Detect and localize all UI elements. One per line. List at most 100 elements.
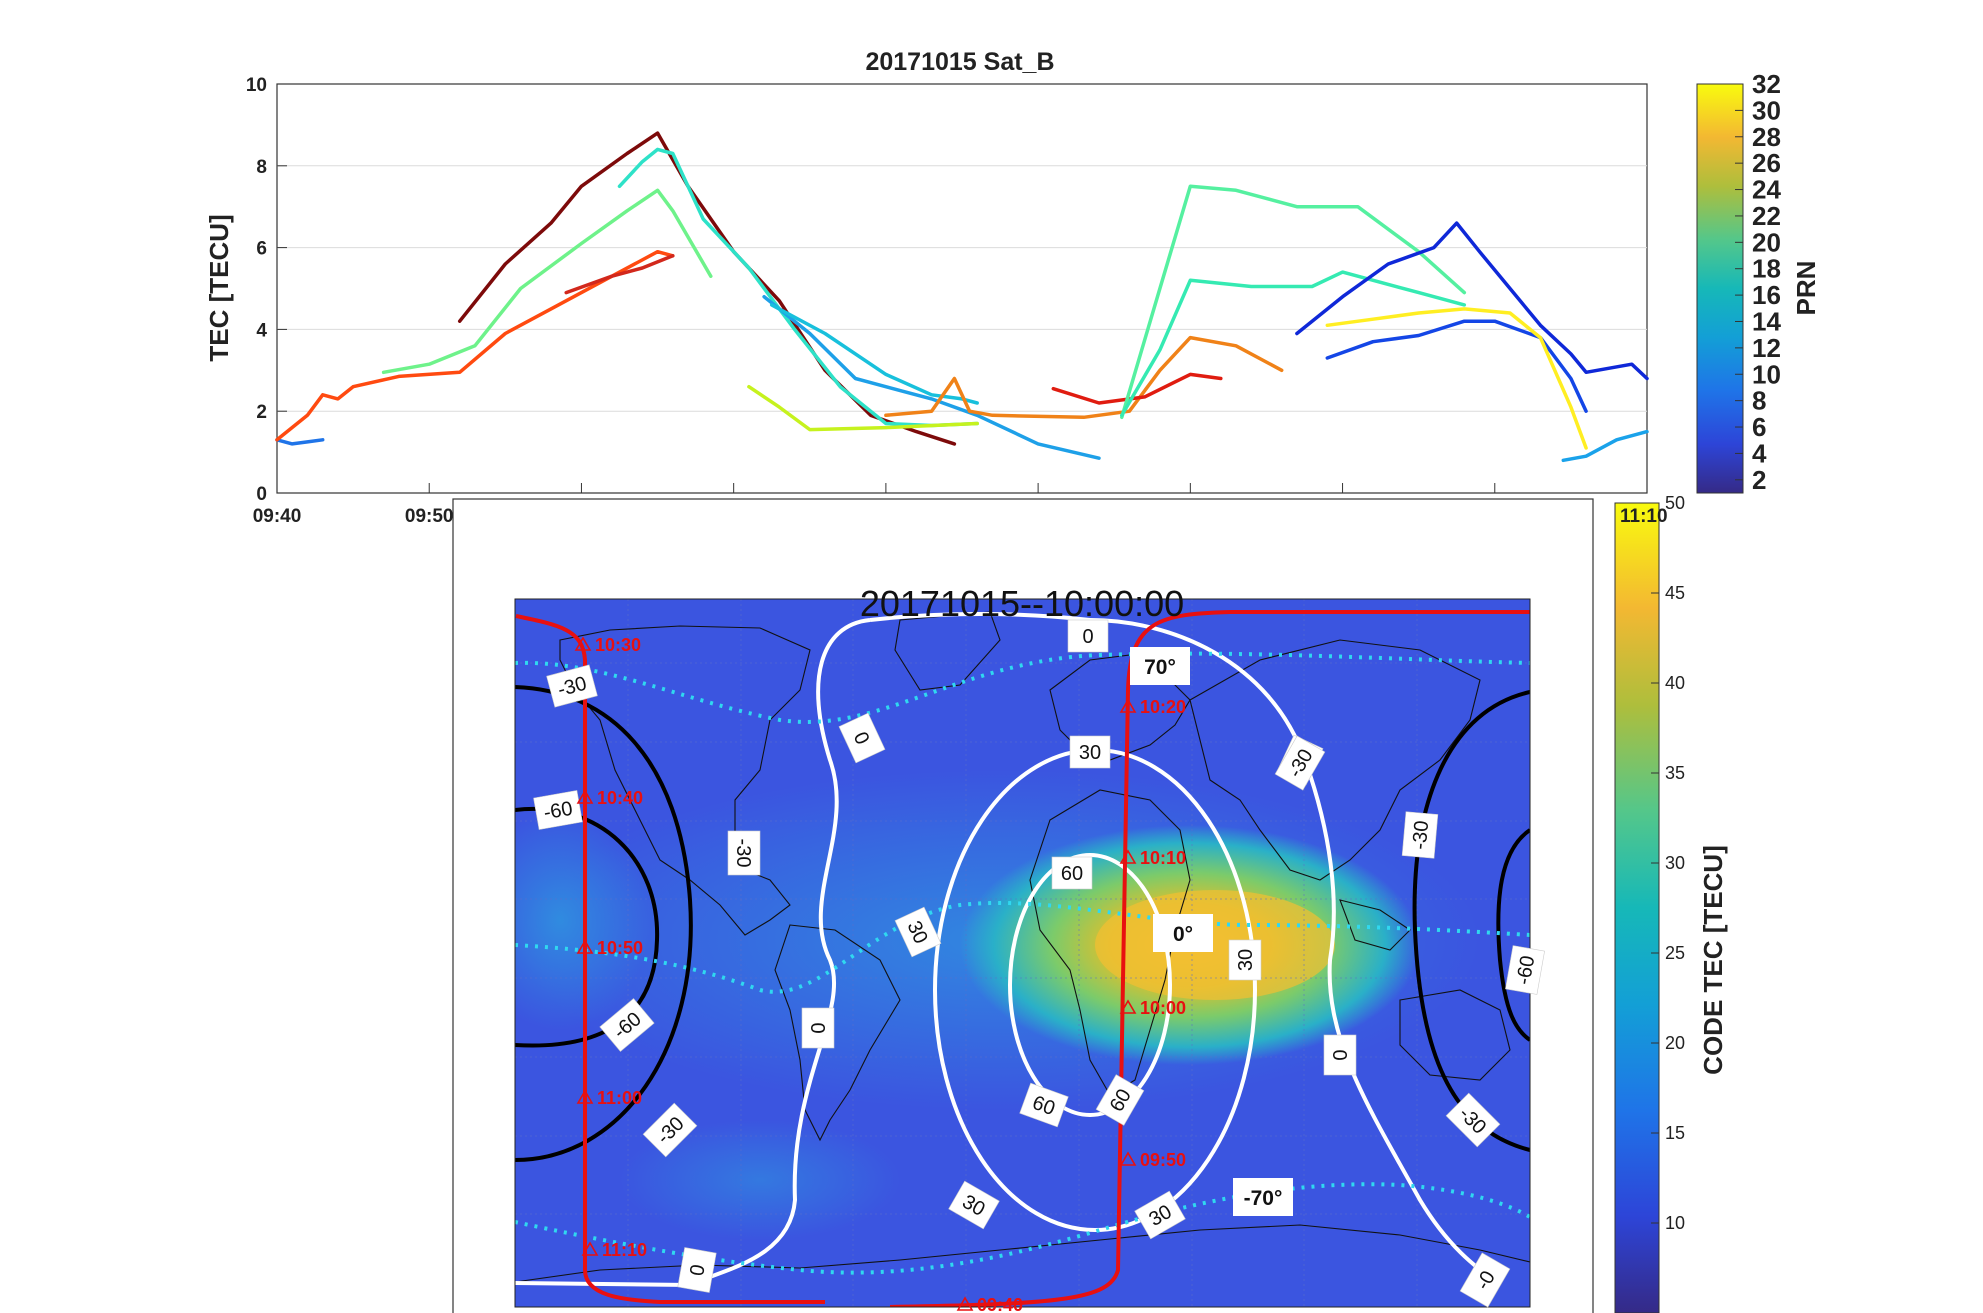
contour-label-white: 0	[677, 1247, 717, 1293]
tec-tick-label: 25	[1665, 943, 1685, 963]
prn-tick-label: 2	[1752, 465, 1766, 495]
ground-track-marker	[576, 939, 594, 954]
prn-tick-label: 20	[1752, 227, 1781, 257]
contour-label-black-box	[1401, 811, 1439, 859]
tec-tick-label: 50	[1665, 493, 1685, 513]
prn-tick-label: 24	[1752, 175, 1781, 205]
contour-label-white-box	[1095, 1074, 1145, 1126]
coastline-southeast-asia	[1339, 899, 1411, 951]
ground-track-time-label: 10:20	[1140, 697, 1186, 717]
contour-label-black: -60	[533, 790, 583, 830]
coastline-australia	[1399, 989, 1511, 1081]
y-tick-label: 2	[256, 402, 267, 423]
contour-label-white-text: 30	[1235, 949, 1257, 971]
series-line-prn-26	[884, 335, 1284, 420]
tec-tick-label: 15	[1665, 1123, 1685, 1143]
series-line-prn-28	[275, 249, 675, 442]
y-tick-labels: 0 2 4 6 8 10	[246, 75, 268, 505]
y-tick-label: 10	[246, 75, 267, 96]
series-group	[275, 131, 1649, 463]
mag-lat-label: 70°	[1130, 647, 1190, 685]
contour-label-white: 60	[1019, 1082, 1069, 1128]
contour-label-white-box	[1051, 856, 1093, 890]
series-line-prn-6	[1325, 319, 1588, 413]
mag-lat-label-box	[1233, 1178, 1293, 1216]
prn-tick-label: 10	[1752, 359, 1781, 389]
contour-label-black-box	[642, 1102, 698, 1158]
coastline-asia	[1189, 639, 1481, 881]
series-line-prn-18	[1120, 270, 1467, 418]
y-tick-label: 4	[256, 320, 267, 341]
contour-label-black: -30	[546, 664, 598, 708]
prn-tick-label: 8	[1752, 386, 1766, 416]
ground-track-marker	[1119, 999, 1137, 1014]
prn-tick-label: 32	[1752, 69, 1781, 99]
prn-tick-label: 12	[1752, 333, 1781, 363]
ground-track-time-label: 10:40	[597, 788, 643, 808]
chart-title: 20171015 Sat_B	[865, 48, 1054, 76]
coastline-north-america	[559, 625, 811, 936]
contour-label-white: 60	[1051, 856, 1093, 890]
contour-label-black-box	[727, 830, 761, 876]
coastline-greenland	[894, 611, 1001, 691]
tec-west-patch	[515, 810, 650, 1030]
satellite-ground-track	[515, 610, 1530, 1307]
contour-label-black: -60	[1505, 945, 1545, 995]
series-line-prn-8	[275, 438, 325, 446]
contour-label-black-box	[1505, 945, 1545, 995]
series-line-prn-19	[1120, 184, 1467, 420]
prn-tick-label: 26	[1752, 148, 1781, 178]
contour-label-white: 30	[1069, 735, 1111, 769]
contour-label-white-box	[1019, 1082, 1069, 1128]
series-line-prn-21	[381, 188, 713, 375]
contour-label-black-text: -60	[542, 798, 574, 825]
contour-label-black-box	[533, 790, 583, 830]
ground-track-marker	[956, 1296, 974, 1311]
ground-track-time-label: 10:10	[1140, 848, 1186, 868]
ground-track-time-label: 09:40	[977, 1295, 1023, 1313]
contour-60	[1008, 853, 1172, 1117]
contour-label-black-box	[1459, 1252, 1511, 1308]
prn-tick-label: 22	[1752, 201, 1781, 231]
contour-label-black-box	[546, 664, 598, 708]
prn-tick-label: 18	[1752, 254, 1781, 284]
ground-track-time-label: 11:10	[602, 1240, 647, 1260]
contour-label-white-box	[948, 1180, 1000, 1230]
tec-tick-label: 40	[1665, 673, 1685, 693]
magnetic-latitude-labels: 70° 0° -70°	[1130, 647, 1293, 1216]
ground-track-marker	[574, 636, 592, 651]
contour-label-white: 0	[838, 712, 886, 764]
prn-tick-label: 28	[1752, 122, 1781, 152]
contour-label-white-box	[1323, 1034, 1357, 1076]
prn-tick-label: 6	[1752, 412, 1766, 442]
series-line-prn-31	[1325, 307, 1588, 450]
prn-colorbar-label: PRN	[1791, 261, 1821, 316]
series-line-prn-30	[564, 254, 675, 295]
ground-track-time-label: 11:00	[597, 1088, 642, 1108]
contour-label-white: 30	[1228, 939, 1262, 981]
ground-track-marker	[1119, 698, 1137, 713]
contour-label-white-box	[801, 1007, 835, 1049]
tec-colorbar	[1614, 502, 1660, 1313]
prn-tick-label: 14	[1752, 306, 1781, 336]
contour-neg60-east	[1496, 828, 1530, 1042]
coastline-africa	[1029, 789, 1191, 1096]
contour-0-west	[515, 618, 871, 1288]
mag-lat-label-text: 70°	[1144, 656, 1176, 679]
tec-hotspot-core	[1095, 890, 1335, 1000]
contour-label-white-text: 30	[1079, 742, 1101, 764]
ground-track-marker	[1119, 1151, 1137, 1166]
contour-label-white-text: 0	[1082, 626, 1093, 648]
ground-track-marker	[581, 1241, 599, 1256]
contour-label-white: 0	[801, 1007, 835, 1049]
contour-label-black: -0	[1459, 1252, 1511, 1308]
ground-track-time-label: 10:50	[597, 938, 643, 958]
map-title: 20171015--10:00:00	[860, 583, 1184, 624]
contour-label-white-box	[677, 1247, 717, 1293]
contour-label-white: 0	[1067, 619, 1109, 653]
contour-label-white-box	[838, 712, 886, 764]
tec-tick-label: 10	[1665, 1213, 1685, 1233]
tec-south-patch	[620, 1120, 900, 1240]
